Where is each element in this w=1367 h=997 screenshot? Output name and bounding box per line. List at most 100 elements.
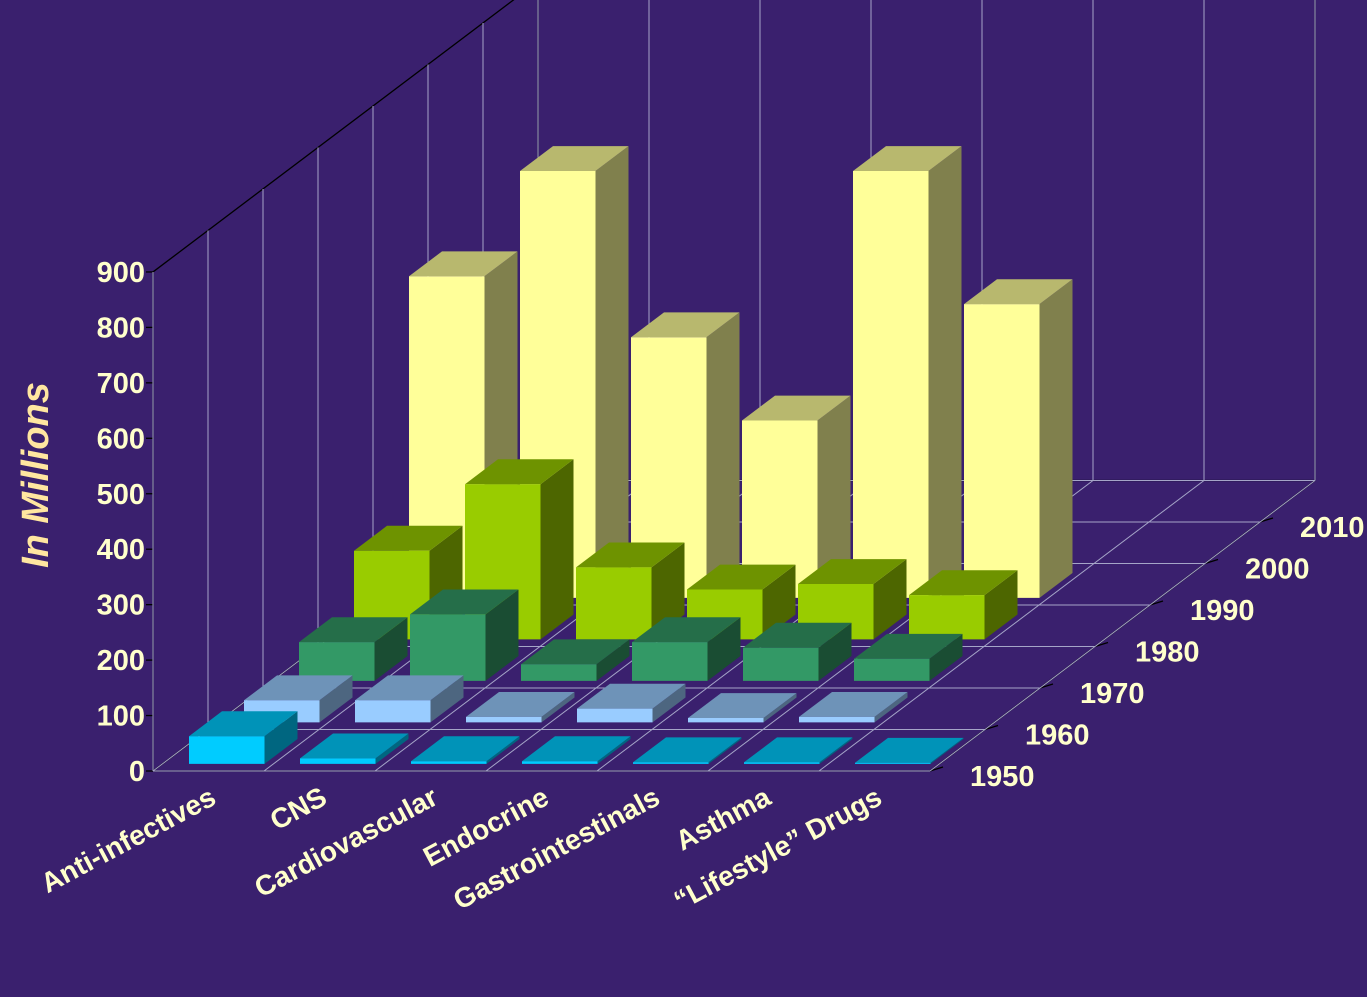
bar-top-face: [742, 395, 851, 421]
bar-front-face: [521, 664, 597, 681]
bar-side-face: [984, 570, 1018, 640]
bar-top-face: [355, 675, 464, 701]
depth-label: 1980: [1135, 637, 1200, 669]
bar-front-face: [742, 420, 818, 598]
bar-front-face: [631, 337, 707, 598]
bar: [522, 736, 631, 764]
bar: [854, 633, 963, 681]
bar-top-face: [688, 693, 797, 718]
bar-top-face: [799, 692, 908, 717]
chart-bars: [189, 146, 1073, 764]
bar-top-face: [465, 459, 574, 485]
category-label: Cardiovascular: [249, 781, 442, 903]
y-tick-label: 200: [97, 645, 145, 677]
bar-top-face: [744, 737, 853, 763]
bar-front-face: [799, 716, 875, 723]
bar-front-face: [855, 762, 931, 764]
floor-column-gridline: [818, 480, 1205, 772]
bar-top-face: [410, 589, 519, 615]
bar: [189, 711, 298, 764]
depth-label: 1960: [1025, 720, 1090, 752]
y-tick-label: 700: [97, 368, 145, 400]
y-tick-label: 300: [97, 590, 145, 622]
bar: [633, 737, 742, 764]
bar-side-face: [708, 737, 742, 764]
bar-side-face: [819, 737, 853, 764]
bar: [688, 693, 797, 723]
category-label: CNS: [265, 781, 332, 836]
bar-side-face: [319, 675, 353, 723]
bar-front-face: [522, 761, 598, 764]
bar-top-face: [189, 711, 298, 737]
bar-front-face: [410, 614, 486, 681]
bar-side-face: [541, 692, 575, 723]
bar: [964, 279, 1073, 598]
bar-side-face: [596, 639, 630, 681]
bar-top-face: [909, 570, 1018, 596]
bar-side-face: [430, 675, 464, 723]
bar-side-face: [874, 692, 908, 723]
depth-label: 2000: [1245, 554, 1310, 586]
bar: [299, 617, 408, 681]
bar-front-face: [909, 595, 985, 640]
bar-front-face: [466, 716, 542, 723]
bar-front-face: [633, 762, 709, 764]
bar-top-face: [798, 559, 907, 584]
bar: [410, 589, 519, 681]
chart-frame-edge: [152, 0, 515, 273]
bar-side-face: [597, 736, 631, 764]
bar-top-face: [964, 279, 1073, 305]
bar-top-face: [632, 617, 741, 643]
bar-top-face: [687, 564, 796, 590]
y-axis-label: In Millions: [15, 382, 57, 568]
bar-front-face: [576, 567, 652, 640]
bar: [576, 542, 685, 640]
bar: [632, 617, 741, 681]
bar-side-face: [595, 146, 629, 598]
bar-side-face: [762, 564, 796, 640]
bar-front-face: [964, 304, 1040, 598]
bar-front-face: [853, 171, 929, 598]
bar: [798, 559, 907, 640]
bar-top-face: [854, 633, 963, 659]
y-tick-label: 0: [129, 756, 145, 788]
bar: [799, 692, 908, 723]
bar-front-face: [577, 708, 653, 723]
bar: [744, 737, 853, 764]
floor-column-gridline: [929, 480, 1316, 772]
bar: [631, 312, 740, 598]
bar: [577, 683, 686, 723]
y-tick-label: 600: [97, 423, 145, 455]
bar-front-face: [688, 718, 764, 723]
bar-top-face: [411, 736, 520, 762]
bar-top-face: [522, 736, 631, 762]
bar-top-face: [577, 683, 686, 709]
bar-side-face: [929, 633, 963, 681]
bar-front-face: [854, 658, 930, 681]
bar: [742, 395, 851, 598]
depth-tick: [1039, 683, 1054, 689]
category-label: “Lifestyle” Drugs: [669, 781, 887, 916]
bar-top-face: [631, 312, 740, 338]
y-tick-label: 900: [97, 257, 145, 289]
bar-front-face: [744, 762, 820, 764]
bar: [855, 737, 964, 764]
bar-front-face: [743, 647, 819, 681]
bar-side-face: [1039, 279, 1073, 598]
bar-side-face: [763, 693, 797, 723]
bar-side-face: [375, 733, 409, 764]
bar: [466, 692, 575, 723]
depth-label: 1970: [1080, 678, 1145, 710]
depth-tick: [1094, 641, 1109, 648]
bar: [521, 639, 630, 681]
bar-top-face: [354, 525, 463, 551]
bar-side-face: [928, 146, 962, 598]
bar-side-face: [652, 683, 686, 723]
bar-side-face: [706, 312, 740, 598]
bar-top-face: [299, 617, 408, 643]
category-label: Gastrointestinals: [448, 781, 665, 916]
bar-top-face: [743, 622, 852, 648]
bar-side-face: [818, 622, 852, 681]
